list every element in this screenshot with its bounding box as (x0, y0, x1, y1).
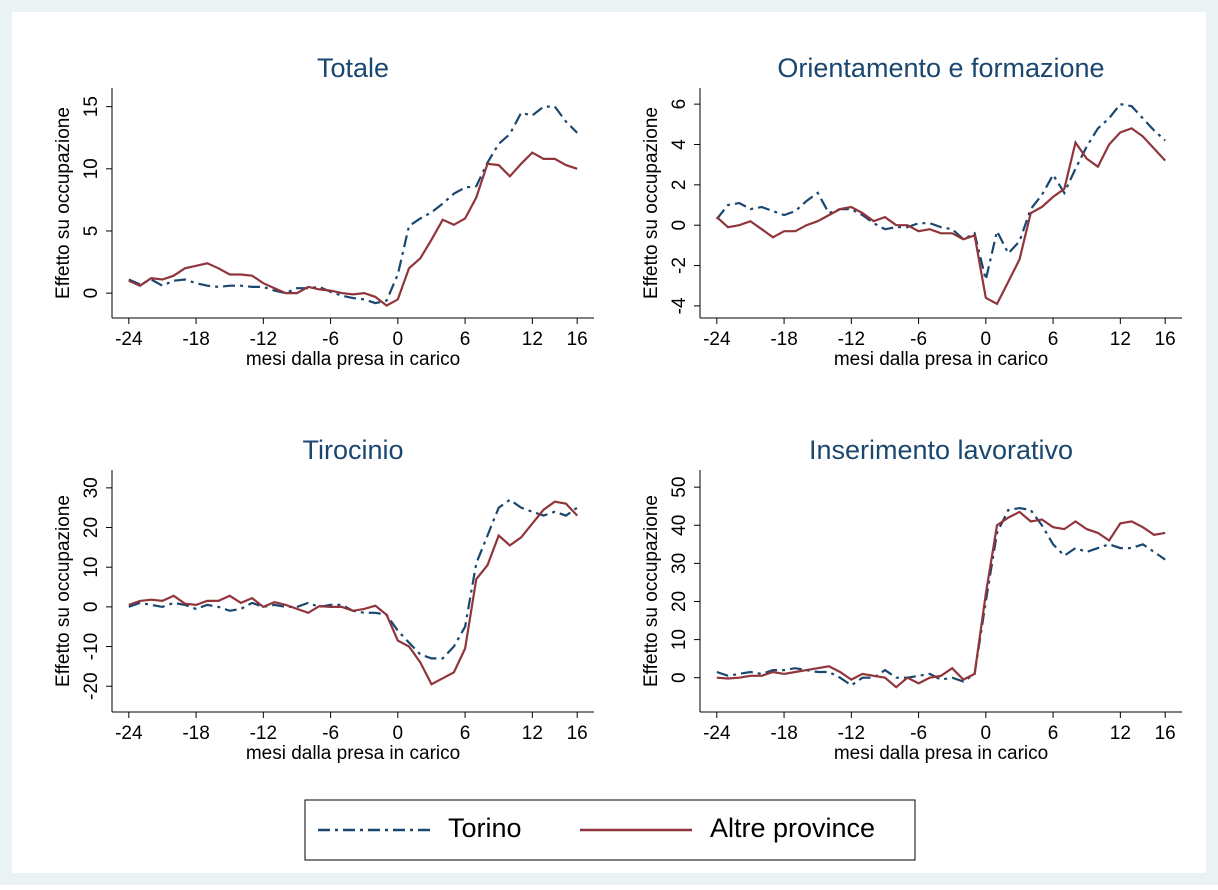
chart-title: Orientamento e formazione (777, 53, 1104, 83)
chart-title: Tirocinio (302, 435, 403, 465)
y-tick-label: 10 (669, 629, 690, 650)
y-tick-label: 0 (669, 220, 690, 231)
graph-region (12, 12, 1206, 873)
y-tick-label: 20 (669, 591, 690, 612)
x-tick-label: -18 (770, 723, 797, 744)
x-tick-label: 0 (981, 329, 992, 350)
y-tick-label: 10 (81, 557, 102, 578)
x-tick-label: 12 (1110, 723, 1131, 744)
x-tick-label: -6 (910, 723, 927, 744)
series-line (128, 105, 578, 305)
x-tick-label: -12 (838, 723, 865, 744)
y-tick-label: -4 (669, 297, 690, 314)
x-tick-label: 6 (1048, 723, 1059, 744)
y-tick-label: 15 (81, 96, 102, 117)
y-tick-label: 0 (669, 672, 690, 683)
x-tick-label: 6 (460, 329, 471, 350)
x-tick-label: -24 (115, 329, 143, 350)
y-tick-label: 4 (669, 139, 690, 150)
y-tick-label: 10 (81, 158, 102, 179)
x-tick-label: 16 (1155, 329, 1176, 350)
series-line (716, 510, 1166, 689)
x-axis-label: mesi dalla presa in carico (834, 349, 1048, 370)
x-tick-label: 12 (522, 329, 543, 350)
x-tick-label: -6 (322, 329, 339, 350)
x-tick-label: -24 (703, 329, 731, 350)
x-tick-label: -12 (250, 329, 277, 350)
x-tick-label: -18 (182, 329, 209, 350)
y-tick-label: 30 (669, 553, 690, 574)
y-tick-label: -20 (81, 672, 102, 699)
x-tick-label: -12 (838, 329, 865, 350)
legend-label: Torino (448, 813, 522, 843)
y-tick-label: -10 (81, 633, 102, 660)
legend-label: Altre province (710, 813, 875, 843)
x-tick-label: 6 (1048, 329, 1059, 350)
y-tick-label: 6 (669, 99, 690, 110)
y-tick-label: 0 (81, 602, 102, 613)
y-axis-label: Effetto su occupazione (53, 107, 74, 299)
series-line (716, 506, 1166, 687)
x-axis-label: mesi dalla presa in carico (246, 349, 460, 370)
y-tick-label: 2 (669, 180, 690, 191)
x-tick-label: 0 (393, 723, 404, 744)
series-line (128, 500, 579, 686)
x-tick-label: 12 (1110, 329, 1131, 350)
x-axis-label: mesi dalla presa in carico (246, 743, 460, 764)
y-axis-label: Effetto su occupazione (641, 107, 662, 299)
x-tick-label: -6 (322, 723, 339, 744)
x-tick-label: 0 (981, 723, 992, 744)
y-axis-label: Effetto su occupazione (53, 495, 74, 687)
series-line (715, 102, 1166, 280)
y-tick-label: 0 (81, 288, 102, 299)
x-tick-label: -18 (182, 723, 209, 744)
y-tick-label: 50 (669, 477, 690, 498)
x-tick-label: -12 (250, 723, 277, 744)
chart-title: Inserimento lavorativo (809, 435, 1073, 465)
y-tick-label: 30 (81, 477, 102, 498)
series-line (716, 127, 1167, 306)
x-tick-label: 6 (460, 723, 471, 744)
y-tick-label: 5 (81, 226, 102, 237)
x-tick-label: 16 (567, 329, 588, 350)
x-tick-label: 0 (393, 329, 404, 350)
x-tick-label: -24 (115, 723, 143, 744)
series-line (128, 151, 578, 307)
legend-box (304, 799, 916, 861)
x-tick-label: -18 (770, 329, 797, 350)
y-tick-label: -2 (669, 257, 690, 274)
y-tick-label: 40 (669, 515, 690, 536)
x-tick-label: 16 (1155, 723, 1176, 744)
x-tick-label: -6 (910, 329, 927, 350)
x-tick-label: -24 (703, 723, 731, 744)
x-tick-label: 16 (567, 723, 588, 744)
y-axis-label: Effetto su occupazione (641, 495, 662, 687)
y-tick-label: 20 (81, 517, 102, 538)
x-tick-label: 12 (522, 723, 543, 744)
x-axis-label: mesi dalla presa in carico (834, 743, 1048, 764)
chart-title: Totale (317, 53, 389, 83)
